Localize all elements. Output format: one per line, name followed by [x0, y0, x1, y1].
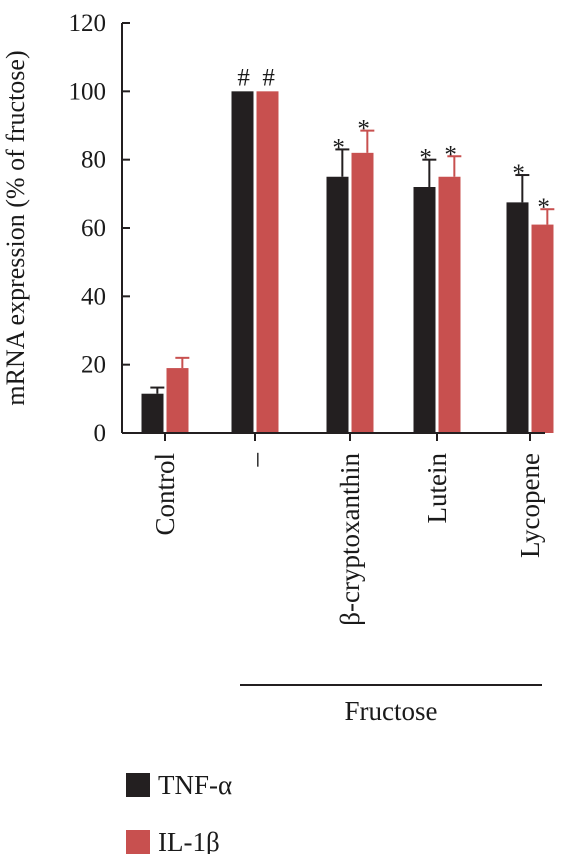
x-axis: Control – β-cryptoxanthin Lutein Lycopene Fru… — [122, 432, 545, 726]
legend-swatch — [126, 830, 150, 854]
significance-marker: # — [237, 64, 250, 91]
y-tick-label: 120 — [69, 10, 107, 37]
category-label: Lutein — [422, 453, 452, 524]
category-label: – — [240, 453, 270, 468]
significance-marker: * — [357, 116, 370, 143]
y-tick-label: 80 — [81, 147, 106, 174]
bars: # # * * * * * * — [141, 64, 555, 434]
significance-marker: # — [262, 64, 275, 91]
bar-tnf-1 — [231, 91, 254, 433]
significance-marker: * — [512, 160, 525, 187]
legend: TNF-α IL-1β — [126, 770, 232, 854]
y-axis: 0 20 40 60 80 100 120 mRNA expression (% of fru… — [1, 10, 130, 447]
group-label: Fructose — [345, 696, 438, 726]
bar-il1b-3 — [438, 176, 461, 433]
y-tick-label: 20 — [81, 352, 106, 379]
bar-tnf-2 — [326, 176, 349, 433]
significance-marker: * — [419, 145, 432, 172]
bar-il1b-0 — [166, 368, 189, 433]
category-label: Control — [150, 453, 180, 536]
bar-il1b-2 — [351, 152, 374, 434]
y-axis-title: mRNA expression (% of fructose) — [1, 50, 30, 405]
bar-il1b-4 — [531, 224, 554, 433]
y-tick-label: 40 — [81, 283, 106, 310]
bar-il1b-1 — [256, 91, 279, 433]
y-tick-label: 60 — [81, 215, 106, 242]
significance-marker: * — [537, 194, 550, 221]
bar-tnf-4 — [506, 202, 529, 433]
y-tick-label: 0 — [94, 420, 107, 447]
y-tick-label: 100 — [69, 78, 107, 105]
category-label: β-cryptoxanthin — [335, 453, 365, 626]
legend-label: IL-1β — [158, 827, 220, 854]
category-label: Lycopene — [515, 453, 545, 558]
significance-marker: * — [444, 141, 457, 168]
significance-marker: * — [332, 134, 345, 161]
legend-label: TNF-α — [158, 770, 232, 800]
bar-tnf-0 — [141, 393, 164, 433]
bar-tnf-3 — [413, 187, 436, 433]
legend-swatch — [126, 773, 150, 797]
